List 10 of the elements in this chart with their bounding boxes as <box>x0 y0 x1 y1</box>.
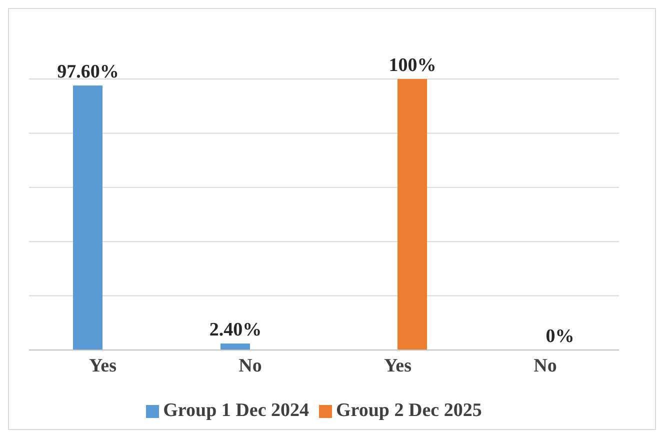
x-tick-label: No <box>534 355 557 376</box>
data-label: 2.40% <box>209 319 262 340</box>
legend-label: Group 1 Dec 2024 <box>163 400 309 421</box>
x-tick-label: Yes <box>89 355 116 376</box>
data-label: 0% <box>546 326 574 347</box>
legend-label: Group 2 Dec 2025 <box>336 400 482 421</box>
data-label: 97.60% <box>57 62 119 83</box>
x-tick-label: Yes <box>384 355 412 376</box>
data-label: 100% <box>388 55 436 76</box>
x-tick-label: No <box>238 355 262 376</box>
